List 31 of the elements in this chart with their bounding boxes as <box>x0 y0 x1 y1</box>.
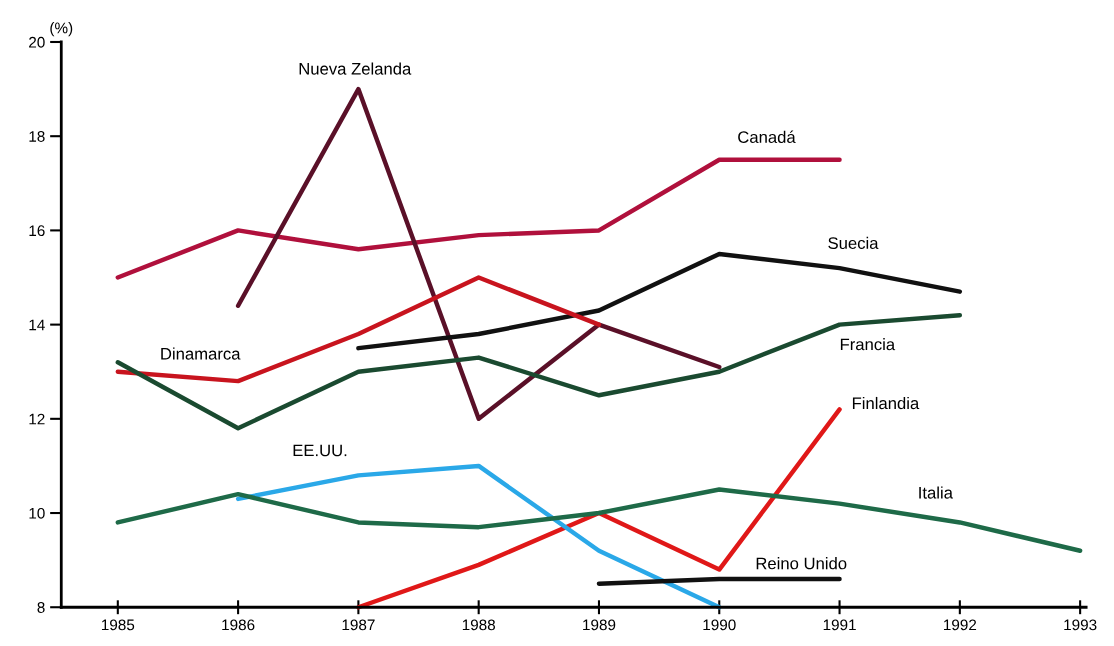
series-label: EE.UU. <box>293 444 347 457</box>
x-tick-label: 1986 <box>222 619 255 631</box>
x-tick-label: 1990 <box>703 619 736 631</box>
x-tick-label: 1985 <box>101 619 135 631</box>
series-label: Reino Unido <box>756 557 847 570</box>
series-label: Italia <box>919 486 953 499</box>
y-axis-title: (%) <box>50 22 73 37</box>
line-series <box>356 251 963 351</box>
x-tick-label: 1989 <box>583 619 616 631</box>
y-tick-label: 18 <box>29 131 45 142</box>
y-tick-label: 14 <box>29 319 45 331</box>
series-label: Dinamarca <box>161 347 241 360</box>
series-label: Finlandia <box>852 396 920 410</box>
line-series <box>115 312 963 431</box>
line-series <box>235 463 722 610</box>
x-tick-label: 1992 <box>944 619 977 631</box>
line-series <box>115 275 602 384</box>
series-label: Francia <box>840 338 896 351</box>
x-tick-label: 1987 <box>342 619 375 631</box>
y-tick-label: 10 <box>29 507 45 519</box>
x-tick-label: 1988 <box>462 619 496 631</box>
y-tick-label: 16 <box>29 225 45 237</box>
x-tick-label: 1993 <box>1064 619 1097 631</box>
series-label: Nueva Zelanda <box>299 62 412 75</box>
series-label: Canadá <box>738 130 796 144</box>
x-tick-label: 1991 <box>823 619 856 631</box>
series-label: Suecia <box>828 236 879 250</box>
line-series <box>115 487 1083 553</box>
y-tick-label: 20 <box>29 36 45 48</box>
y-tick-label: 8 <box>37 602 45 613</box>
y-tick-label: 12 <box>29 413 45 425</box>
